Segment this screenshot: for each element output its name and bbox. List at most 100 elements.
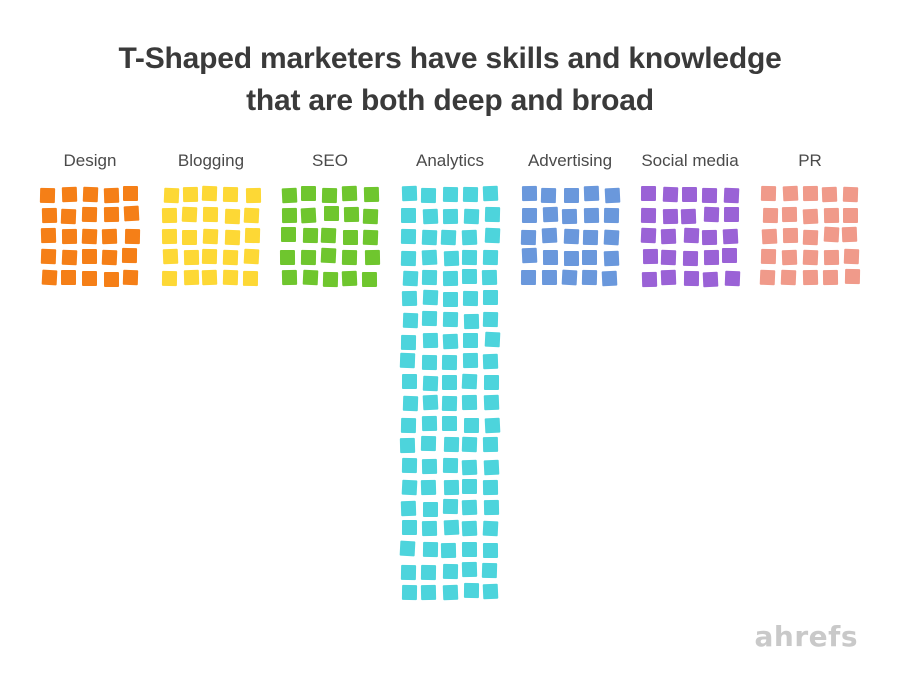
skill-square: [762, 207, 778, 223]
skill-square: [583, 207, 600, 224]
skill-square: [222, 186, 238, 202]
skill-square: [81, 229, 98, 245]
skill-square: [483, 290, 499, 306]
skill-square: [463, 313, 480, 329]
title-line-1: T-Shaped marketers have skills and knowl…: [118, 42, 782, 75]
skill-square: [341, 270, 358, 287]
skill-square: [443, 311, 459, 327]
skill-square: [421, 584, 437, 600]
skill-square: [723, 187, 740, 203]
skill-square: [462, 478, 478, 494]
skill-square: [400, 207, 416, 223]
skill-square: [161, 207, 177, 224]
skill-square: [481, 269, 498, 285]
skill-square: [183, 249, 200, 265]
skill-square: [463, 187, 479, 203]
skill-square: [61, 228, 77, 244]
skill-square: [463, 418, 479, 434]
skill-square: [521, 185, 537, 201]
skill-square: [802, 208, 819, 224]
skill-square: [441, 375, 458, 391]
skill-square: [522, 207, 538, 223]
skill-square: [484, 331, 501, 348]
skill-square: [40, 228, 57, 244]
skill-square: [604, 208, 620, 224]
skill-square: [782, 227, 799, 243]
skill-square: [482, 311, 499, 328]
skill-square: [422, 520, 438, 536]
skill-square: [60, 208, 77, 225]
skill-square: [761, 228, 777, 245]
skill-square: [483, 479, 499, 495]
skill-square: [483, 375, 499, 391]
skill-square: [541, 227, 558, 244]
skill-square: [342, 185, 358, 201]
skill-square: [521, 229, 537, 245]
skill-square: [583, 229, 599, 246]
skill-square: [421, 458, 438, 474]
skill-square: [399, 540, 416, 557]
skill-square: [202, 248, 218, 264]
skill-square: [364, 249, 380, 265]
skill-square: [81, 248, 97, 264]
skill-square: [421, 249, 438, 266]
skill-square: [802, 250, 819, 266]
skill-square: [683, 271, 700, 287]
skill-square: [563, 188, 579, 204]
skill-square: [303, 228, 319, 244]
skill-square: [42, 269, 58, 285]
skill-square: [481, 562, 498, 578]
skill-square: [461, 499, 477, 516]
skill-square: [343, 207, 360, 223]
skill-square: [842, 207, 858, 223]
skill-square: [222, 269, 238, 286]
skill-square: [660, 229, 677, 245]
skill-square: [463, 333, 479, 349]
skill-square: [402, 271, 419, 287]
skill-square: [704, 249, 720, 265]
skill-square: [543, 249, 559, 265]
skill-square: [561, 269, 578, 285]
skill-square: [402, 395, 418, 412]
skill-square: [462, 291, 478, 307]
skill-square: [402, 519, 418, 535]
skill-square: [842, 186, 859, 202]
skill-square: [61, 249, 78, 266]
skill-square: [722, 248, 738, 264]
skill-square: [40, 187, 56, 204]
skill-square: [362, 271, 378, 287]
skill-square: [723, 206, 739, 222]
skill-square: [421, 416, 437, 432]
skill-label-blogging: Blogging: [177, 151, 245, 170]
ahrefs-logo: ahrefs: [754, 620, 858, 653]
skill-square: [162, 229, 178, 245]
skill-square: [401, 228, 417, 244]
skill-square: [401, 290, 417, 307]
skill-square: [442, 457, 459, 473]
skill-square: [123, 206, 140, 222]
skill-square: [82, 206, 98, 223]
skill-square: [843, 248, 859, 265]
skill-square: [642, 271, 658, 287]
skill-square: [363, 186, 380, 203]
skill-square: [41, 248, 57, 264]
skill-square: [462, 269, 478, 285]
skill-square: [202, 228, 218, 244]
skill-square: [782, 186, 799, 202]
skill-square: [701, 230, 718, 246]
skill-square: [400, 250, 417, 266]
skill-square: [782, 206, 798, 222]
skill-square: [323, 206, 339, 222]
skill-square: [603, 229, 620, 246]
skill-square: [484, 228, 501, 244]
skill-square: [280, 249, 296, 265]
skill-square: [563, 228, 580, 244]
skill-square: [760, 249, 776, 265]
skill-square: [281, 269, 297, 285]
skill-square: [402, 312, 419, 329]
skill-square: [422, 269, 438, 285]
skill-square: [443, 291, 459, 307]
skill-square: [601, 270, 618, 286]
skill-square: [780, 269, 796, 286]
skill-square: [782, 249, 798, 265]
